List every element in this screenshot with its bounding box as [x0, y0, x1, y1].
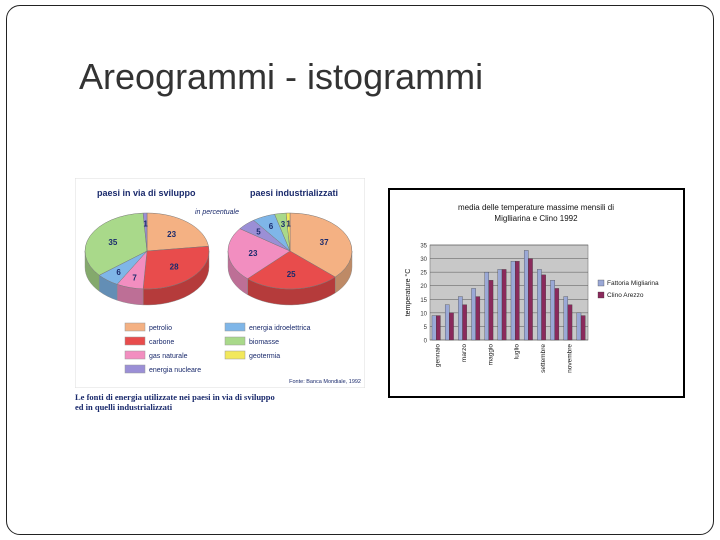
legend-swatch-nucleare: [124, 364, 146, 374]
bar-chart-panel: media delle temperature massime mensili …: [388, 188, 685, 398]
bar-plot-area: [429, 244, 589, 341]
pie2-value-label-1: 25: [287, 270, 296, 279]
pie2-slice-petrolio: [289, 212, 353, 278]
bar-xtick-settembre: settembre: [540, 344, 547, 373]
bar-1-dic: [580, 315, 586, 341]
legend-label-nucleare: energia nucleare: [149, 367, 201, 374]
bar-ytick-0: 0: [424, 339, 428, 345]
bar-1-ott: [554, 288, 560, 341]
legend-swatch-biomasse: [224, 336, 246, 346]
pie2-value-label-0: 37: [320, 238, 329, 247]
bar-legend-swatch-1: [597, 291, 605, 299]
bar-1-nov: [567, 304, 573, 341]
pie2-value-label-2: 23: [249, 249, 258, 258]
bar-chart-title-line1: media delle temperature massime mensili …: [458, 203, 614, 212]
bar-0-lug: [510, 261, 516, 341]
pie2-value-label-3: 5: [256, 228, 261, 237]
pie1-slice-biomasse: [84, 212, 148, 276]
slide-frame: [6, 5, 714, 535]
bar-0-apr: [471, 288, 476, 341]
pie1-slice-petrolio: [146, 212, 209, 252]
pie2-group: 37 25 23 56 3 1: [227, 212, 353, 306]
bar-legend-label-1: Clino Arezzo: [607, 292, 644, 299]
bar-1-mar: [462, 304, 467, 341]
pie-charts-figure: paesi in via di sviluppo paesi industrial…: [74, 177, 366, 389]
pie2-title: paesi industrializzati: [250, 188, 338, 198]
pie2-value-label-6: 1: [286, 220, 291, 229]
bar-xtick-marzo: marzo: [461, 344, 468, 362]
bar-ylabel: temperature °C: [404, 269, 412, 317]
legend-label-carbone: carbone: [149, 339, 174, 346]
bar-0-ago: [523, 250, 529, 341]
pie2-slice-gas-naturale: [227, 228, 291, 279]
pie1-value-label-0: 23: [167, 230, 176, 239]
pie1-slice-carbone: [142, 245, 210, 290]
pie-subtitle: in percentuale: [195, 209, 239, 216]
bar-0-ott: [550, 280, 555, 341]
bar-0-nov: [563, 296, 569, 341]
bar-0-mar: [458, 296, 463, 341]
pie1-value-label-5: 1: [143, 220, 148, 229]
legend-swatch-carbone: [124, 336, 146, 346]
bar-legend-swatch-0: [597, 279, 605, 287]
pie2-value-label-4: 6: [269, 222, 274, 231]
bar-1-giu: [501, 269, 507, 341]
bar-ytick-10: 10: [420, 311, 427, 317]
pie2-slice-carbone: [247, 250, 336, 290]
bar-1-mag: [488, 280, 494, 341]
pie2-slice-geotermia: [285, 212, 291, 252]
pie2-value-label-5: 3: [281, 220, 286, 229]
bar-ytick-5: 5: [424, 325, 428, 331]
bar-ytick-30: 30: [420, 257, 427, 263]
legend-swatch-petrolio: [124, 322, 146, 332]
legend-label-biomasse: biomasse: [249, 339, 279, 346]
bar-xtick-gennaio: gennaio: [435, 344, 442, 368]
bar-xtick-maggio: maggio: [487, 344, 494, 366]
pie-caption: Le fonti di energia utilizzate nei paesi…: [75, 392, 365, 412]
legend-label-idro: energia idroelettrica: [249, 325, 311, 332]
pie1-value-label-4: 35: [108, 238, 117, 247]
pie1-title: paesi in via di sviluppo: [97, 188, 196, 198]
legend-label-gas: gas naturale: [149, 353, 188, 360]
bar-chart-title: media delle temperature massime mensili …: [458, 203, 614, 223]
pie-caption-line1: Le fonti di energia utilizzate nei paesi…: [75, 392, 275, 402]
bar-ytick-20: 20: [420, 284, 427, 290]
pie1-value-label-3: 6: [116, 268, 121, 277]
bar-0-dic: [576, 312, 582, 341]
bar-chart-title-line2: Miglliarina e Clino 1992: [494, 214, 578, 223]
bar-xtick-luglio: luglio: [514, 344, 521, 360]
pie1-value-label-1: 28: [170, 263, 179, 272]
bar-legend-label-0: Fattoria Migliarina: [607, 280, 659, 287]
legend-label-petrolio: petrolio: [149, 325, 172, 332]
pie1-value-label-2: 7: [132, 273, 137, 282]
bar-1-apr: [475, 296, 481, 341]
bar-0-gen: [431, 315, 437, 341]
legend-label-geotermia: geotermia: [249, 353, 280, 360]
bar-0-feb: [444, 304, 450, 341]
bar-1-lug: [515, 261, 520, 341]
pie1-group: 23 28 7 6 35 1: [84, 212, 210, 306]
pie-chart-panel: paesi in via di sviluppo paesi industrial…: [74, 177, 366, 389]
pie-caption-line2: ed in quelli industrializzati: [75, 402, 173, 412]
pie1-slice-energia-nucleare: [142, 212, 148, 252]
bar-1-gen: [436, 315, 441, 341]
legend-swatch-geotermia: [224, 350, 246, 360]
legend-swatch-idro: [224, 322, 246, 332]
bar-0-set: [537, 269, 542, 341]
bar-0-giu: [497, 269, 503, 341]
slide-title: Areogrammi - istogrammi: [79, 56, 484, 97]
bar-1-set: [541, 274, 546, 341]
bar-ytick-25: 25: [420, 271, 427, 277]
bar-xtick-novembre: novembre: [566, 344, 573, 373]
pie-source-note: Fonte: Banca Mondiale, 1992: [289, 379, 361, 385]
legend-swatch-gas: [124, 350, 146, 360]
bar-ytick-15: 15: [420, 298, 427, 304]
bar-0-mag: [484, 271, 490, 341]
bar-chart-figure: media delle temperature massime mensili …: [404, 203, 659, 373]
bar-1-ago: [528, 258, 533, 341]
bar-1-feb: [449, 312, 454, 341]
bar-ytick-35: 35: [420, 244, 427, 250]
